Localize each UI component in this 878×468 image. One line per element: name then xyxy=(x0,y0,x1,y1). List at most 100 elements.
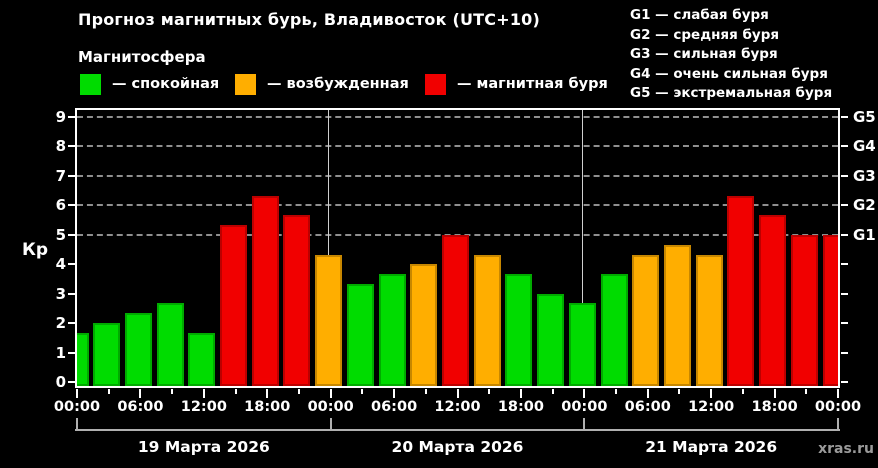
g-axis-tick xyxy=(841,174,848,177)
gridline xyxy=(77,145,838,148)
x-minor-tick xyxy=(297,389,300,394)
y-axis-tick xyxy=(68,116,75,119)
gridline xyxy=(77,204,838,207)
gridline xyxy=(77,174,838,177)
x-minor-tick xyxy=(678,389,681,394)
kp-bar xyxy=(537,293,565,386)
y-axis-tick-label: 3 xyxy=(55,284,66,303)
kp-bar xyxy=(346,283,374,386)
day-bracket-tick xyxy=(837,418,839,430)
y-axis-tick xyxy=(68,381,75,383)
g-level-label: G4 xyxy=(853,137,876,156)
x-major-tick xyxy=(837,389,839,398)
kp-bar xyxy=(251,195,279,386)
x-minor-tick xyxy=(488,389,491,394)
time-tick-label: 18:00 xyxy=(497,399,544,415)
y-axis-tick-label: 1 xyxy=(55,343,66,362)
kp-bar xyxy=(124,313,152,386)
g-axis-tick xyxy=(841,351,848,354)
x-major-tick xyxy=(266,389,269,398)
kp-axis-label: Кр xyxy=(22,240,49,260)
x-major-tick xyxy=(646,389,649,398)
x-major-tick xyxy=(329,389,332,398)
kp-bar xyxy=(410,264,438,386)
kp-bar xyxy=(568,303,596,386)
time-tick-label: 00:00 xyxy=(53,399,101,415)
day-bracket-line xyxy=(75,429,840,431)
time-tick-label: 06:00 xyxy=(117,399,164,415)
x-minor-tick xyxy=(361,389,364,394)
x-major-tick xyxy=(710,389,713,398)
x-major-tick xyxy=(583,389,586,398)
x-minor-tick xyxy=(424,389,427,394)
legend-item-label: — спокойная xyxy=(112,76,220,92)
day-bracket-tick xyxy=(583,418,586,430)
g-axis-tick xyxy=(841,145,848,148)
time-tick-label: 18:00 xyxy=(244,399,291,415)
kp-bar xyxy=(727,195,755,386)
g-axis-tick xyxy=(841,204,848,207)
x-major-tick xyxy=(393,389,396,398)
x-major-tick xyxy=(519,389,522,398)
x-major-tick xyxy=(76,389,78,398)
y-axis-tick xyxy=(68,145,75,148)
legend-color-swatch xyxy=(425,73,446,95)
g-axis-tick xyxy=(841,263,848,266)
y-axis-tick-label: 5 xyxy=(55,225,66,244)
y-axis-tick-label: 4 xyxy=(55,255,66,274)
day-bracket-tick xyxy=(76,418,78,430)
kp-bar xyxy=(663,244,691,386)
legend-item: — магнитная буря xyxy=(425,73,608,95)
x-minor-tick xyxy=(171,389,174,394)
kp-bar xyxy=(188,332,216,386)
x-minor-tick xyxy=(107,389,110,394)
kp-bar xyxy=(156,303,184,386)
x-minor-tick xyxy=(615,389,618,394)
g-axis-tick xyxy=(841,322,848,325)
x-major-tick xyxy=(202,389,205,398)
kp-bar xyxy=(93,323,121,386)
kp-bar xyxy=(220,225,248,386)
y-axis-tick-label: 0 xyxy=(55,373,66,391)
time-tick-label: 06:00 xyxy=(624,399,671,415)
time-tick-label: 12:00 xyxy=(180,399,227,415)
time-tick-label: 12:00 xyxy=(434,399,481,415)
day-separator xyxy=(581,110,584,386)
x-minor-tick xyxy=(741,389,744,394)
kp-bar xyxy=(632,254,660,386)
legend-color-swatch xyxy=(235,73,256,95)
storm-scale-item: G1 — слабая буря xyxy=(630,7,769,23)
color-legend: — спокойная — возбужденная — магнитная бур… xyxy=(0,73,620,97)
chart-title: Прогноз магнитных бурь, Владивосток (UTC… xyxy=(78,10,541,29)
g-level-label: G2 xyxy=(853,196,876,215)
legend-item-label: — магнитная буря xyxy=(457,76,608,92)
kp-bar xyxy=(283,215,311,386)
time-tick-label: 12:00 xyxy=(688,399,735,415)
time-tick-label: 00:00 xyxy=(814,399,862,415)
storm-scale-item: G2 — средняя буря xyxy=(630,26,780,43)
day-bracket-tick xyxy=(329,418,332,430)
kp-bar xyxy=(790,234,818,386)
time-tick-label: 18:00 xyxy=(751,399,798,415)
magnetosphere-label: Магнитосфера xyxy=(78,48,206,66)
kp-bar xyxy=(473,254,501,386)
time-tick-label: 00:00 xyxy=(307,399,354,415)
time-tick-label: 06:00 xyxy=(371,399,418,415)
g-axis-tick xyxy=(841,292,848,295)
g-axis-tick xyxy=(841,233,848,236)
storm-scale-item: G4 — очень сильная буря xyxy=(630,65,828,82)
y-axis-tick xyxy=(68,204,75,207)
legend-item: — спокойная xyxy=(80,73,219,95)
g-level-label: G5 xyxy=(853,108,876,127)
x-minor-tick xyxy=(234,389,237,394)
y-axis-tick-label: 2 xyxy=(55,314,66,333)
date-label: 20 Марта 2026 xyxy=(391,438,524,456)
legend-item-label: — возбужденная xyxy=(267,76,409,92)
date-label: 19 Марта 2026 xyxy=(137,438,270,456)
x-minor-tick xyxy=(805,389,808,394)
legend-item: — возбужденная xyxy=(235,73,409,95)
gridline xyxy=(77,116,838,119)
y-axis-tick xyxy=(68,233,75,236)
kp-bar xyxy=(505,273,533,386)
